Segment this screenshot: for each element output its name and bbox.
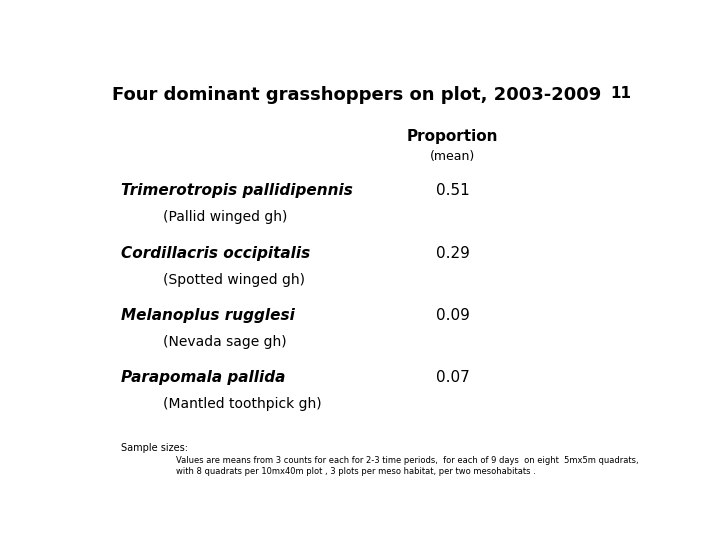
Text: (Pallid winged gh): (Pallid winged gh) (163, 211, 287, 224)
Text: with 8 quadrats per 10mx40m plot , 3 plots per meso habitat, per two mesohabitat: with 8 quadrats per 10mx40m plot , 3 plo… (176, 467, 536, 476)
Text: 0.29: 0.29 (436, 246, 469, 261)
Text: Parapomala pallida: Parapomala pallida (121, 370, 285, 386)
Text: 0.09: 0.09 (436, 308, 469, 323)
Text: 11: 11 (611, 85, 631, 100)
Text: Trimerotropis pallidipennis: Trimerotropis pallidipennis (121, 183, 353, 198)
Text: Sample sizes:: Sample sizes: (121, 443, 188, 453)
Text: Values are means from 3 counts for each for 2-3 time periods,  for each of 9 day: Values are means from 3 counts for each … (176, 456, 639, 465)
Text: Four dominant grasshoppers on plot, 2003-2009: Four dominant grasshoppers on plot, 2003… (112, 85, 602, 104)
Text: 0.51: 0.51 (436, 183, 469, 198)
Text: 0.07: 0.07 (436, 370, 469, 386)
Text: (Nevada sage gh): (Nevada sage gh) (163, 335, 286, 349)
Text: (Mantled toothpick gh): (Mantled toothpick gh) (163, 397, 321, 411)
Text: Cordillacris occipitalis: Cordillacris occipitalis (121, 246, 310, 261)
Text: Melanoplus rugglesi: Melanoplus rugglesi (121, 308, 294, 323)
Text: Proportion: Proportion (407, 129, 498, 144)
Text: (Spotted winged gh): (Spotted winged gh) (163, 273, 305, 287)
Text: (mean): (mean) (430, 150, 475, 163)
